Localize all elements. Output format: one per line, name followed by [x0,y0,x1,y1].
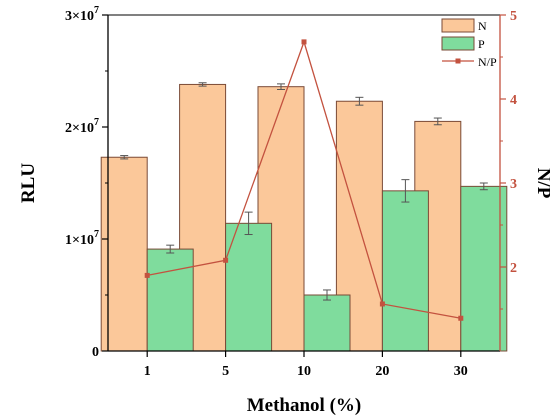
legend-label-p: P [478,37,485,51]
bar-p-1 [146,248,194,352]
bar-p-20 [381,190,429,352]
legend: NP N/P [441,18,497,69]
x-tick-label-5: 5 [222,364,229,379]
y2-tick-label: 3 [510,177,517,192]
y2-axis-title: N/P [533,168,550,199]
y2-tick-label: 5 [510,9,517,24]
y-tick-label: 3×107 [65,5,99,24]
y2-tick-label: 2 [510,261,517,276]
ratio-point-1 [144,272,150,278]
bar-n-1 [100,156,148,352]
bar-p-5 [225,222,273,352]
ratio-point-5 [223,257,229,263]
y-tick-exponent: 7 [94,117,99,128]
bars [100,82,508,352]
y-tick-label: 0 [92,345,99,360]
y-tick-exponent: 7 [94,229,99,240]
x-axis-title: Methanol (%) [247,395,362,416]
y-axis-title: RLU [18,163,39,203]
legend-swatch-n [441,18,475,33]
x-tick-label-20: 20 [375,364,389,379]
axes: 0 1×107 2×107 3×107 2 3 4 5 1 5 10 20 30 [65,5,517,379]
x-tick-label-10: 10 [297,364,311,379]
legend-swatch-p [441,36,475,51]
ratio-point-10 [301,39,307,45]
legend-label-n: N [478,19,487,33]
x-tick-label-30: 30 [454,364,468,379]
legend-swatch-marker [455,58,461,64]
bar-p-30 [460,185,508,352]
ratio-line [144,39,464,321]
ratio-point-30 [458,315,464,321]
bar-p-10 [303,294,351,352]
ratio-point-20 [379,301,385,307]
y-tick-exponent: 7 [94,5,99,16]
y-tick-label: 2×107 [65,117,99,136]
legend-label-ratio: N/P [478,55,497,69]
x-tick-label-1: 1 [144,364,151,379]
y2-tick-label: 4 [510,93,517,108]
y-tick-label: 1×107 [65,229,99,248]
